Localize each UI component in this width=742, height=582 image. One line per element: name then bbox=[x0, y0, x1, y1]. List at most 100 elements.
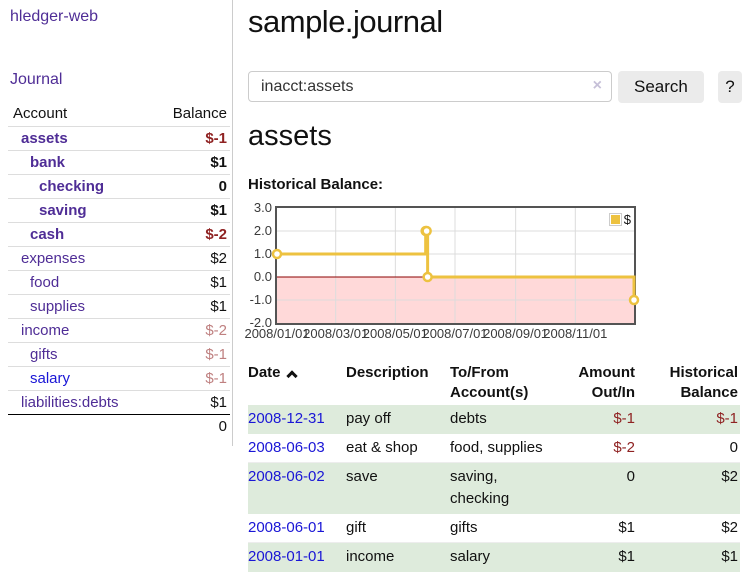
data-point-marker[interactable] bbox=[421, 225, 432, 237]
register-date-link[interactable]: 2008-12-31 bbox=[248, 410, 325, 427]
account-balance: $-2 bbox=[153, 222, 230, 247]
register-amount: 0 bbox=[562, 462, 643, 514]
account-link[interactable]: income bbox=[21, 321, 70, 339]
register-accounts: salary bbox=[450, 542, 562, 572]
account-row: expenses $2 bbox=[8, 246, 230, 271]
account-balance: $1 bbox=[210, 393, 227, 411]
search-form: × Search ? bbox=[248, 71, 742, 103]
register-row: 2008-06-02 save saving, checking 0 $2 bbox=[248, 462, 740, 514]
x-axis-tick-label: 2008/11/01 bbox=[543, 326, 608, 341]
account-row: salary $-1 bbox=[8, 366, 230, 391]
account-row: saving $1 bbox=[8, 198, 230, 223]
account-link[interactable]: gifts bbox=[30, 345, 58, 363]
account-balance: $-2 bbox=[153, 318, 230, 343]
search-button[interactable]: Search bbox=[618, 71, 704, 103]
account-row: checking 0 bbox=[8, 174, 230, 199]
account-row: assets $-1 bbox=[8, 126, 230, 151]
account-link[interactable]: assets bbox=[21, 129, 68, 147]
data-point-marker[interactable] bbox=[422, 271, 433, 283]
y-axis-tick-label: -1.0 bbox=[249, 292, 272, 307]
register-row: 2008-06-01 gift gifts $1 $2 bbox=[248, 513, 740, 543]
account-link[interactable]: bank bbox=[30, 153, 66, 171]
clear-search-icon[interactable]: × bbox=[592, 77, 602, 94]
historical-balance-chart: 3.0 2.0 1.0 0.0 -1.0 -2.0 $ 2008/01/01 2008/03… bbox=[244, 199, 668, 344]
x-axis-tick-label: 2008/01/01 bbox=[244, 326, 310, 341]
register-date-link[interactable]: 2008-06-02 bbox=[248, 468, 325, 485]
y-axis-tick-label: -2.0 bbox=[249, 315, 272, 330]
accounts-header-balance: Balance bbox=[153, 102, 230, 127]
register-balance: $-1 bbox=[643, 405, 740, 434]
register-amount: $-2 bbox=[562, 433, 643, 463]
register-amount: $1 bbox=[562, 513, 643, 543]
account-balance: $1 bbox=[153, 198, 230, 223]
x-axis-tick-label: 2008/03/01 bbox=[303, 326, 369, 341]
accounts-total-value: 0 bbox=[153, 413, 230, 438]
help-button[interactable]: ? bbox=[717, 71, 742, 103]
chart-plot-area[interactable]: $ bbox=[271, 206, 640, 325]
register-amount: $1 bbox=[562, 542, 643, 572]
search-input[interactable] bbox=[248, 71, 612, 102]
account-balance: $1 bbox=[153, 294, 230, 319]
account-balance: 0 bbox=[153, 174, 230, 199]
page-title: sample.journal bbox=[248, 4, 443, 39]
account-link[interactable]: expenses bbox=[21, 249, 86, 267]
account-heading: assets bbox=[248, 120, 332, 152]
accounts-header-row: Account Balance bbox=[8, 102, 230, 127]
account-row: supplies $1 bbox=[8, 294, 230, 319]
account-row: income $-2 bbox=[8, 318, 230, 343]
register-date-link[interactable]: 2008-06-01 bbox=[248, 519, 325, 536]
x-axis-tick-label: 2008/09/01 bbox=[483, 326, 549, 341]
account-link[interactable]: liabilities:debts bbox=[21, 393, 119, 411]
register-date-link[interactable]: 2008-01-01 bbox=[248, 548, 325, 565]
account-balance: $1 bbox=[153, 150, 230, 175]
y-axis-tick-label: 3.0 bbox=[253, 200, 272, 215]
account-link[interactable]: supplies bbox=[30, 297, 86, 315]
account-link[interactable]: saving bbox=[39, 201, 87, 219]
register-table: Date Description To/From Account(s) Amoun… bbox=[248, 361, 740, 572]
account-row: cash $-2 bbox=[8, 222, 230, 247]
x-axis-tick-label: 2008/05/01 bbox=[362, 326, 428, 341]
account-balance: $-1 bbox=[153, 366, 230, 391]
account-balance: $-1 bbox=[153, 126, 230, 151]
account-link[interactable]: cash bbox=[30, 225, 65, 243]
main-content: sample.journal × Search ? assets Histori… bbox=[244, 0, 742, 582]
column-date[interactable]: Date bbox=[248, 361, 346, 405]
account-row: food $1 bbox=[8, 270, 230, 295]
legend-label: $ bbox=[623, 212, 631, 227]
account-balance: $1 bbox=[153, 270, 230, 295]
column-amount-outin: Amount Out/In bbox=[578, 364, 635, 401]
chart-legend: $ bbox=[608, 212, 631, 227]
y-axis-tick-label: 2.0 bbox=[253, 223, 272, 238]
register-row: 2008-01-01 income salary $1 $1 bbox=[248, 542, 740, 572]
account-link[interactable]: checking bbox=[39, 177, 105, 195]
register-date-link[interactable]: 2008-06-03 bbox=[248, 439, 325, 456]
legend-swatch-icon bbox=[608, 213, 622, 226]
register-amount: $-1 bbox=[562, 405, 643, 434]
accounts-header-account: Account bbox=[8, 102, 154, 127]
register-description: income bbox=[346, 542, 450, 572]
register-row: 2008-12-31 pay off debts $-1 $-1 bbox=[248, 405, 740, 434]
account-balance: $-1 bbox=[153, 342, 230, 367]
account-row: liabilities:debts $1 bbox=[8, 390, 230, 414]
accounts-total-row: 0 bbox=[8, 413, 230, 438]
sidebar: hledger-web Journal Account Balance asse… bbox=[0, 0, 233, 446]
sidebar-item-journal[interactable]: Journal bbox=[10, 71, 63, 88]
column-tofrom-accounts: To/From Account(s) bbox=[450, 364, 529, 401]
register-accounts: food, supplies bbox=[450, 433, 562, 463]
register-row: 2008-06-03 eat & shop food, supplies $-2 0 bbox=[248, 433, 740, 463]
register-description: pay off bbox=[346, 405, 450, 434]
chart-title: Historical Balance: bbox=[248, 176, 384, 193]
account-link[interactable]: food bbox=[30, 273, 60, 291]
register-accounts: saving, checking bbox=[450, 462, 562, 514]
sort-ascending-icon bbox=[285, 370, 298, 382]
data-point-marker[interactable] bbox=[628, 294, 640, 306]
register-balance: $1 bbox=[643, 542, 740, 572]
register-accounts: gifts bbox=[450, 513, 562, 543]
account-link[interactable]: salary bbox=[30, 369, 71, 387]
register-header-row: Date Description To/From Account(s) Amoun… bbox=[248, 361, 740, 405]
register-balance: 0 bbox=[643, 433, 740, 463]
brand-link[interactable]: hledger-web bbox=[10, 8, 99, 25]
data-point-marker[interactable] bbox=[271, 248, 283, 260]
register-accounts: debts bbox=[450, 405, 562, 434]
x-axis-tick-label: 2008/07/01 bbox=[422, 326, 488, 341]
